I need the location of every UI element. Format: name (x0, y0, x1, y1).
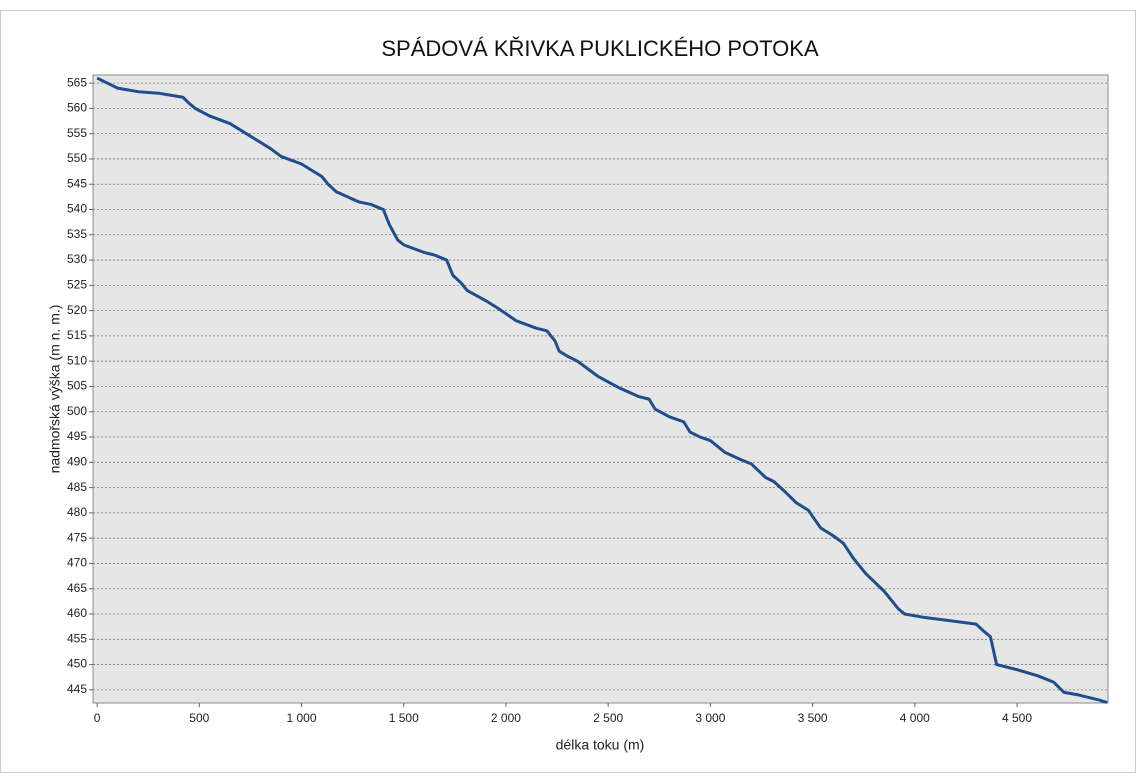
y-tick-label: 450 (67, 657, 87, 671)
y-tick-label: 530 (67, 252, 87, 266)
y-tick-label: 505 (67, 379, 87, 393)
y-tick-label: 455 (67, 631, 87, 645)
y-tick-label: 465 (67, 581, 87, 595)
y-tick-label: 490 (67, 454, 87, 468)
y-tick-label: 460 (67, 606, 87, 620)
x-tick-label: 2 000 (491, 711, 521, 725)
x-tick-label: 1 000 (287, 711, 317, 725)
y-tick-label: 515 (67, 328, 87, 342)
x-tick-label: 3 000 (695, 711, 725, 725)
x-tick-label: 3 500 (798, 711, 828, 725)
y-axis-label: nadmořská výška (m n. m.) (47, 305, 63, 474)
y-tick-label: 550 (67, 151, 87, 165)
chart-title: SPÁDOVÁ KŘIVKA PUKLICKÉHO POTOKA (381, 36, 819, 61)
y-tick-label: 520 (67, 303, 87, 317)
y-tick-label: 495 (67, 429, 87, 443)
x-axis-label: délka toku (m) (556, 737, 645, 753)
x-tick-label: 4 000 (900, 711, 930, 725)
y-tick-label: 475 (67, 530, 87, 544)
y-tick-label: 535 (67, 227, 87, 241)
y-tick-label: 510 (67, 353, 87, 367)
y-tick-label: 485 (67, 480, 87, 494)
y-tick-label: 565 (67, 75, 87, 89)
y-tick-label: 500 (67, 404, 87, 418)
x-tick-label: 500 (189, 711, 209, 725)
y-tick-label: 470 (67, 556, 87, 570)
y-tick-label: 555 (67, 126, 87, 140)
x-tick-label: 4 500 (1002, 711, 1032, 725)
y-tick-label: 560 (67, 101, 87, 115)
y-tick-label: 445 (67, 682, 87, 696)
x-tick-label: 1 500 (389, 711, 419, 725)
y-tick-label: 525 (67, 278, 87, 292)
y-tick-label: 540 (67, 202, 87, 216)
y-tick-label: 545 (67, 176, 87, 190)
y-tick-label: 480 (67, 505, 87, 519)
x-tick-label: 0 (94, 711, 101, 725)
line-series (96, 76, 1108, 704)
x-tick-label: 2 500 (593, 711, 623, 725)
plot-area (92, 74, 1109, 704)
